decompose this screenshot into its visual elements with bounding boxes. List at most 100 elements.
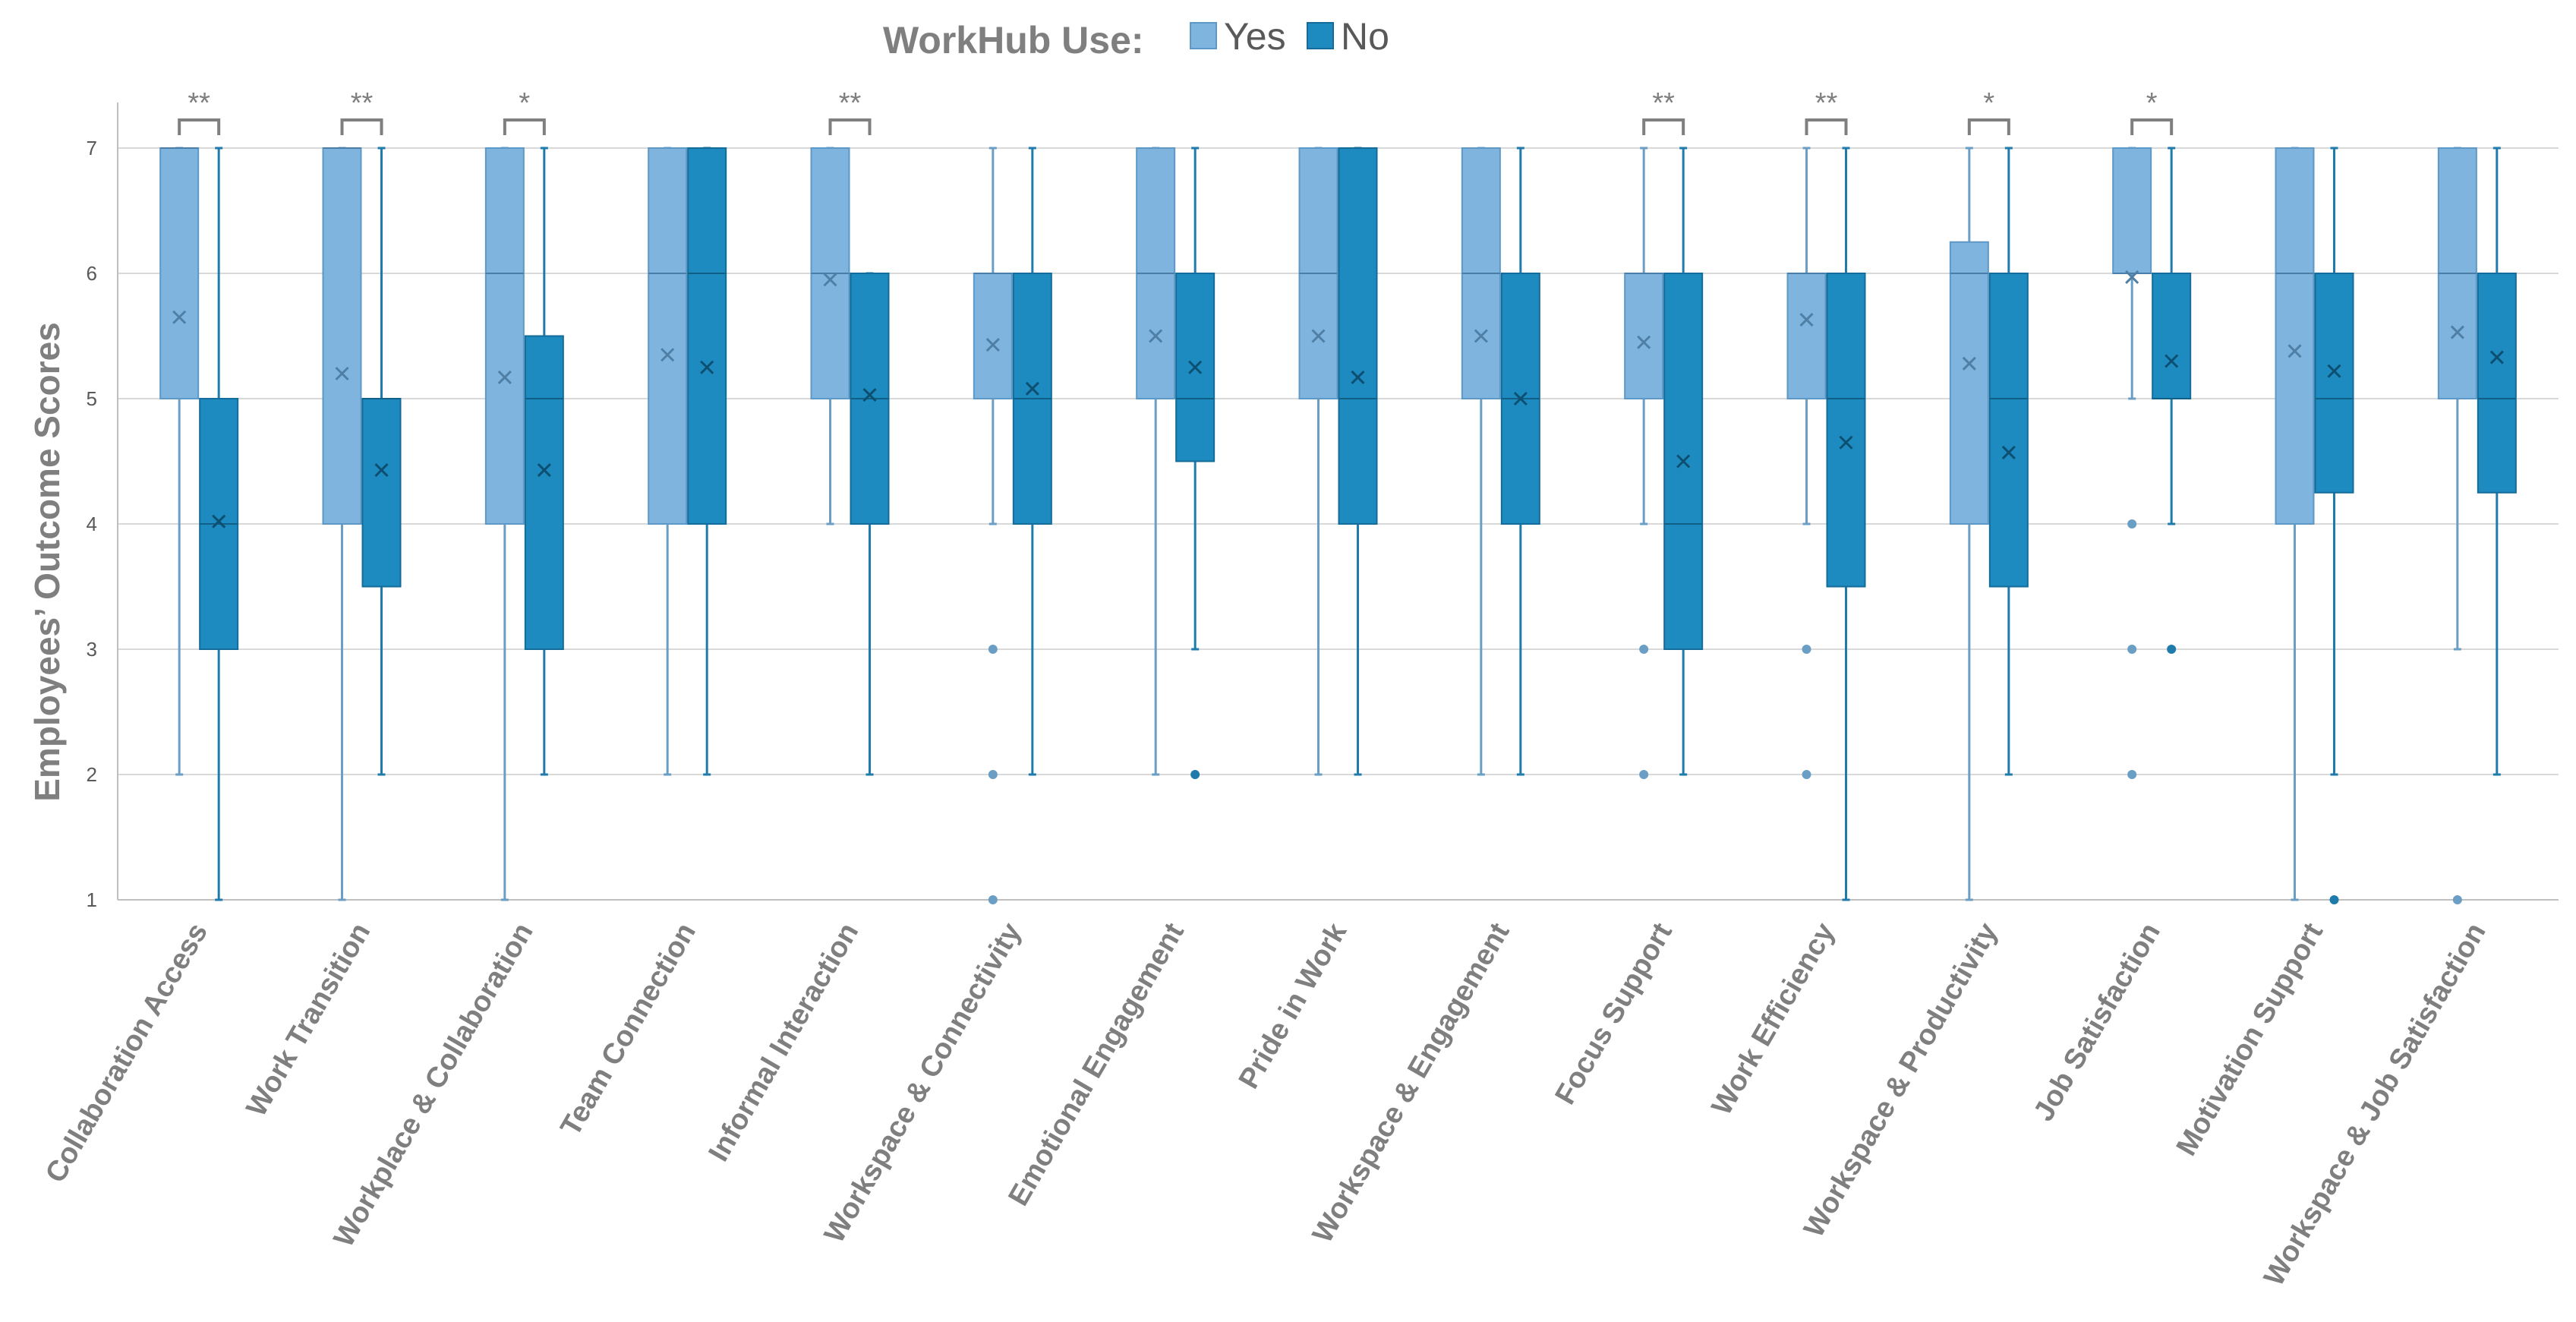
x-category-label: Pride in Work [1233, 917, 1354, 1094]
box-yes-workspace-and-productivity [1949, 147, 1989, 901]
y-tick-label: 4 [87, 513, 97, 535]
x-category-label: Workspace & Engagement [1307, 917, 1516, 1248]
box-yes-motivation-support [2275, 147, 2315, 901]
x-category-label: Workplace & Collaboration [328, 918, 540, 1253]
outlier-point [2329, 895, 2339, 904]
significance-label: * [519, 87, 530, 119]
y-axis-ticks: 1 2 3 4 5 6 7 [87, 137, 97, 911]
x-category-label: Workspace & Connectivity [818, 918, 1028, 1249]
mean-marker [212, 514, 226, 528]
box-no-workspace-and-engagement [1500, 147, 1540, 776]
box-no-collaboration-access [199, 147, 239, 901]
y-tick-label: 1 [87, 888, 97, 911]
box-yes-job-satisfaction [2112, 147, 2152, 779]
box-yes-work-efficiency [1786, 147, 1827, 779]
box-no-emotional-engagement [1175, 147, 1215, 779]
significance-workspace-and-productivity: * [1967, 87, 2010, 135]
mean-marker [1188, 360, 1203, 374]
x-axis-labels: Collaboration Access Work TransitionWorkp… [39, 917, 2492, 1292]
iqr-box [1949, 241, 1989, 525]
outlier-point [1639, 770, 1649, 779]
significance-bracket [178, 118, 221, 135]
x-category-label: Collaboration Access [39, 918, 214, 1188]
box-no-workplace-and-collaboration [524, 147, 564, 776]
significance-bracket [2130, 118, 2174, 135]
significance-informal-interaction: ** [828, 87, 872, 135]
outlier-point [1639, 645, 1649, 654]
legend-swatch-yes [1190, 22, 1217, 49]
iqr-box [1786, 273, 1827, 399]
box-yes-workspace-and-job-satisfaction [2437, 147, 2477, 904]
box-no-workspace-and-connectivity [1012, 147, 1052, 776]
iqr-box [973, 273, 1013, 399]
mean-marker [2165, 354, 2179, 368]
significance-bracket [503, 118, 546, 135]
significance-label: ** [188, 87, 210, 119]
box-no-work-transition [361, 147, 402, 776]
box-yes-workplace-and-collaboration [484, 147, 525, 901]
box-yes-workspace-and-engagement [1461, 147, 1501, 776]
significance-bracket [1967, 118, 2010, 135]
series-yes [159, 147, 2477, 904]
x-category-label: Work Efficiency [1706, 918, 1842, 1121]
significance-label: ** [1652, 87, 1675, 119]
x-category-label: Team Connection [555, 918, 702, 1142]
significance-label: * [1983, 87, 1994, 119]
box-yes-pride-in-work [1298, 147, 1338, 776]
outlier-point [2127, 770, 2137, 779]
mean-marker [1839, 435, 1853, 450]
legend-title: WorkHub Use: [883, 19, 1144, 62]
y-tick-label: 3 [87, 638, 97, 661]
legend: WorkHub Use: Yes No [883, 15, 1389, 62]
mean-marker [1513, 391, 1528, 406]
mean-marker [2327, 364, 2341, 378]
mean-marker [823, 273, 837, 287]
box-yes-emotional-engagement [1136, 147, 1176, 776]
box-yes-team-connection [648, 147, 688, 776]
outlier-point [2127, 519, 2137, 528]
significance-bracket [340, 118, 383, 135]
mean-marker [862, 387, 877, 402]
mean-marker [1351, 370, 1365, 385]
box-no-team-connection [687, 147, 727, 776]
box-no-work-efficiency [1826, 147, 1866, 901]
mean-marker [2450, 325, 2464, 339]
significance-collaboration-access: ** [178, 87, 221, 135]
outlier-point [2452, 895, 2462, 904]
box-no-workspace-and-job-satisfaction [2477, 147, 2517, 776]
mean-marker [1799, 312, 1814, 327]
mean-marker [1962, 356, 1976, 371]
box-yes-work-transition [322, 147, 362, 901]
iqr-box [1338, 147, 1378, 525]
legend-swatch-no [1307, 22, 1334, 49]
mean-marker [1676, 454, 1691, 469]
significance-label: * [2146, 87, 2158, 119]
iqr-box [2477, 273, 2517, 494]
significance-focus-support: ** [1642, 87, 1685, 135]
y-tick-label: 2 [87, 763, 97, 786]
x-category-label: Job Satisfaction [2028, 918, 2167, 1127]
mean-marker [700, 360, 714, 374]
mean-marker [172, 310, 187, 324]
significance-label: ** [351, 87, 374, 119]
outlier-point [988, 770, 998, 779]
outlier-point [1802, 770, 1811, 779]
mean-marker [537, 462, 551, 478]
y-tick-label: 7 [87, 137, 97, 159]
legend-label-yes: Yes [1224, 15, 1286, 58]
iqr-box [2314, 273, 2354, 494]
iqr-box [1988, 273, 2029, 588]
mean-marker [2125, 270, 2139, 285]
mean-marker [1637, 335, 1651, 349]
x-category-label: Work Transition [241, 918, 377, 1122]
iqr-box [484, 147, 525, 525]
iqr-box [2275, 147, 2315, 525]
outlier-point [1802, 645, 1811, 654]
iqr-box [524, 335, 564, 650]
significance-bracket [1805, 118, 1848, 135]
mean-marker [985, 337, 1000, 352]
significance-job-satisfaction: * [2130, 87, 2174, 135]
mean-marker [661, 348, 675, 362]
mean-marker [335, 366, 349, 381]
mean-marker [1311, 329, 1326, 343]
